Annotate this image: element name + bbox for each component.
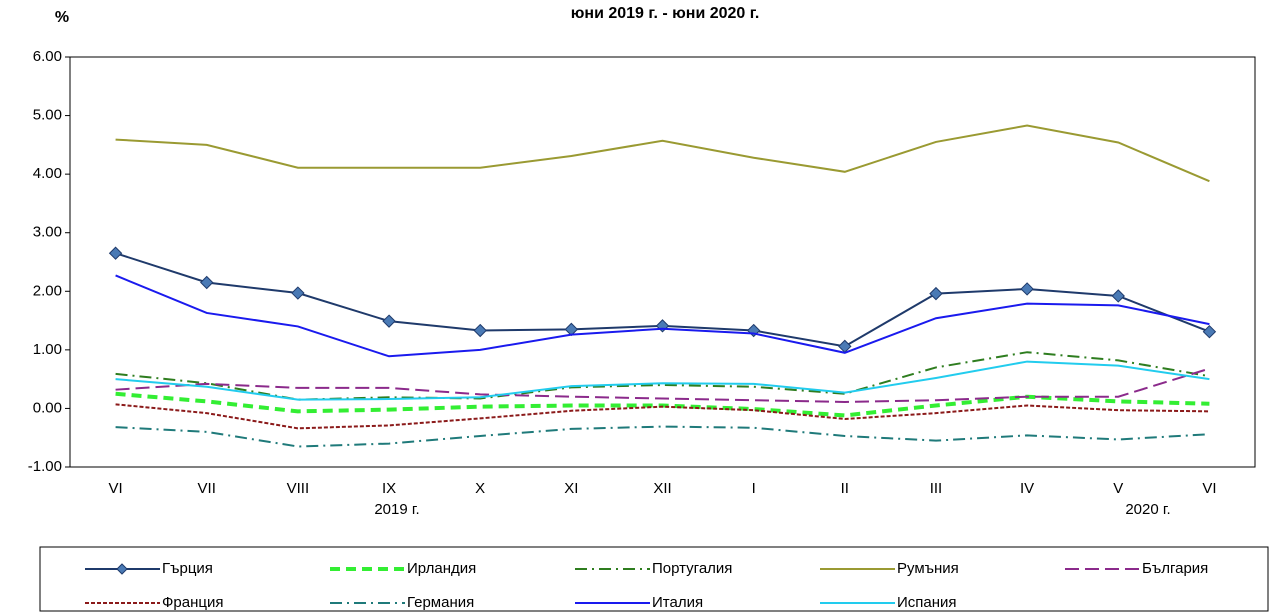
data-point [291, 286, 305, 300]
chart-title: юни 2019 г. - юни 2020 г. [571, 5, 760, 22]
x-tick-label: IV [1020, 480, 1034, 497]
year-label: 2019 г. [374, 501, 419, 518]
data-point [108, 246, 123, 260]
x-tick-label: X [475, 480, 485, 497]
x-tick-label: VI [1202, 480, 1216, 497]
x-tick-label: VI [108, 480, 122, 497]
legend-label: Германия [407, 594, 474, 611]
legend-label: Гърция [162, 560, 213, 577]
data-point [929, 286, 943, 301]
x-tick-label: IX [382, 480, 396, 497]
series-line [115, 274, 1210, 358]
x-tick-label: XI [564, 480, 578, 497]
legend-label: Португалия [652, 560, 732, 577]
y-tick-label: 6.00 [33, 48, 62, 65]
plot-frame [69, 56, 1256, 468]
series-line [115, 403, 1210, 430]
y-tick-label: 0.00 [33, 399, 62, 416]
x-tick-label: II [841, 480, 849, 497]
legend-box [39, 546, 1269, 612]
x-tick-label: VIII [287, 480, 310, 497]
x-tick-label: XII [653, 480, 671, 497]
legend-label: Франция [162, 594, 223, 611]
x-tick-label: III [930, 480, 943, 497]
data-point [382, 314, 396, 328]
series-line [115, 367, 1210, 403]
y-tick-label: -1.00 [28, 458, 62, 475]
data-point [1111, 289, 1125, 303]
data-point [1020, 282, 1034, 296]
legend-label: България [1142, 560, 1208, 577]
data-point [1202, 324, 1217, 339]
y-tick-label: 3.00 [33, 224, 62, 241]
x-tick-label: V [1113, 480, 1123, 497]
y-tick-label: 5.00 [33, 107, 62, 124]
legend-marker [116, 563, 128, 575]
series-line [115, 425, 1210, 448]
series-line [115, 360, 1210, 401]
series-line [115, 124, 1210, 183]
series-line [115, 351, 1210, 401]
x-tick-label: I [752, 480, 756, 497]
y-tick-label: 2.00 [33, 282, 62, 299]
y-tick-label: 4.00 [33, 165, 62, 182]
x-tick-label: VII [198, 480, 216, 497]
data-point [473, 323, 487, 338]
legend-label: Италия [652, 594, 703, 611]
legend-label: Румъния [897, 560, 959, 577]
legend-label: Испания [897, 594, 957, 611]
data-point [200, 275, 214, 290]
y-tick-label: 1.00 [33, 341, 62, 358]
year-label: 2020 г. [1125, 501, 1170, 518]
y-axis-label: % [55, 9, 69, 26]
legend-label: Ирландия [407, 560, 476, 577]
